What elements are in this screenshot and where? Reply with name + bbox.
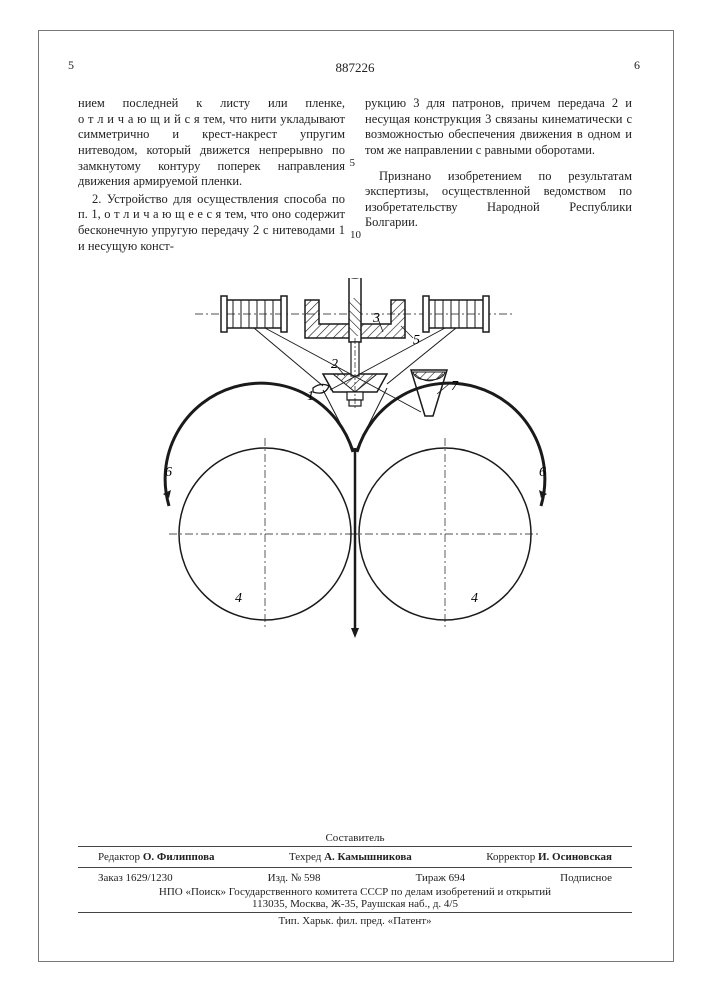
sostavitel: Составитель — [78, 832, 632, 844]
print-row: Заказ 1629/1230 Изд. № 598 Тираж 694 Под… — [78, 870, 632, 886]
figure-svg: 1 2 3 4 4 5 6 6 7 — [155, 278, 555, 638]
label-4r: 4 — [471, 591, 478, 606]
tehred: Техред А. Камышникова — [289, 851, 412, 863]
label-6l: 6 — [165, 465, 172, 480]
text-columns: нием последней к листу или пленке, о т л… — [78, 96, 632, 256]
label-5: 5 — [413, 333, 420, 348]
patent-number: 887226 — [78, 60, 632, 76]
right-p2: Признано изобретением по результатам экс… — [365, 169, 632, 232]
col-margin-left: 5 — [68, 58, 74, 73]
izd: Изд. № 598 — [268, 872, 321, 884]
org2: 113035, Москва, Ж-35, Раушская наб., д. … — [78, 898, 632, 910]
line-number-10: 10 — [350, 229, 361, 243]
label-3: 3 — [372, 311, 380, 326]
label-2: 2 — [331, 357, 338, 372]
label-7: 7 — [451, 379, 459, 394]
right-p1: рукцию 3 для патронов, причем передача 2… — [365, 96, 632, 159]
col-margin-right: 6 — [634, 58, 640, 73]
right-roller — [349, 383, 545, 630]
page-content: 887226 нием последней к листу или пленке… — [78, 60, 632, 643]
left-p2: 2. Устройство для осуществления способа … — [78, 192, 345, 255]
credits-row: Редактор О. Филиппова Техред А. Камышник… — [78, 849, 632, 865]
zakaz: Заказ 1629/1230 — [98, 872, 173, 884]
tirazh: Тираж 694 — [416, 872, 466, 884]
patent-figure: 1 2 3 4 4 5 6 6 7 — [78, 278, 632, 643]
left-p1: нием последней к листу или пленке, о т л… — [78, 96, 345, 190]
korrektor: Корректор И. Осиновская — [486, 851, 612, 863]
tip: Тип. Харьк. фил. пред. «Патент» — [78, 915, 632, 927]
left-roller — [165, 383, 361, 630]
label-1: 1 — [307, 389, 314, 404]
org1: НПО «Поиск» Государственного комитета СС… — [78, 886, 632, 898]
pulley — [323, 338, 387, 408]
label-6r: 6 — [539, 465, 546, 480]
right-column: рукцию 3 для патронов, причем передача 2… — [365, 96, 632, 256]
guide-left — [313, 385, 329, 394]
podpisnoe: Подписное — [560, 872, 612, 884]
label-4l: 4 — [235, 591, 242, 606]
line-number-5: 5 — [350, 157, 356, 171]
footer: Составитель Редактор О. Филиппова Техред… — [78, 832, 632, 927]
left-column: нием последней к листу или пленке, о т л… — [78, 96, 345, 256]
redaktor: Редактор О. Филиппова — [98, 851, 215, 863]
